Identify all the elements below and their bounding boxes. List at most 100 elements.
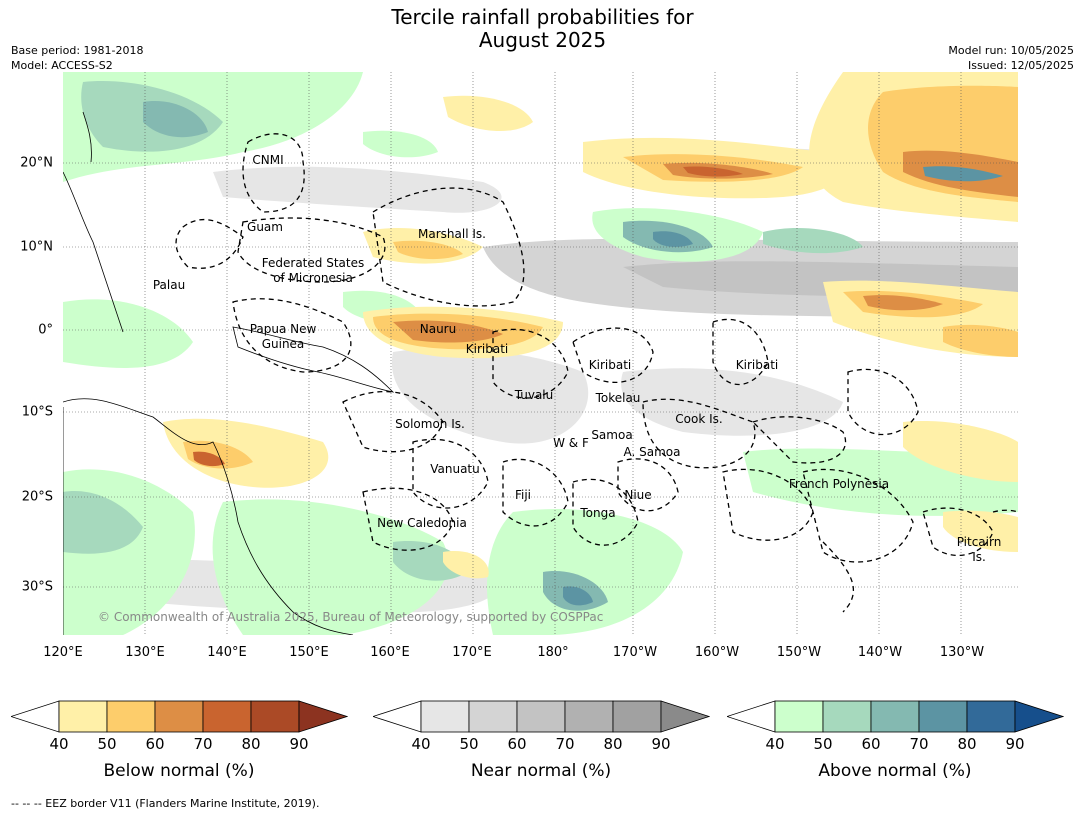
cb-tick: 90	[289, 735, 309, 753]
title-line-1: Tercile rainfall probabilities for	[391, 5, 694, 29]
cb-tick: 70	[555, 735, 575, 753]
colorbar-extend-low	[11, 700, 60, 733]
colorbar-extend-low	[727, 700, 776, 733]
label-kiribati-central: Kiribati	[589, 358, 631, 372]
label-pitcairn-1: Pitcairn	[957, 535, 1002, 549]
label-samoa: Samoa	[591, 428, 632, 442]
region-labels: CNMI Guam Marshall Is. Federated States …	[153, 153, 1001, 564]
lon-tick: 160°E	[370, 645, 410, 660]
model-name: Model: ACCESS-S2	[11, 59, 113, 72]
label-png-2: Guinea	[262, 337, 305, 351]
label-solomon: Solomon Is.	[395, 417, 465, 431]
label-new-caledonia: New Caledonia	[377, 516, 467, 530]
label-american-samoa: A. Samoa	[624, 445, 681, 459]
colorbar-bin	[612, 700, 662, 733]
cb-tick: 70	[193, 735, 213, 753]
lon-tick: 140°W	[857, 645, 903, 660]
colorbar-bin	[106, 700, 156, 733]
colorbar-bin	[516, 700, 566, 733]
eez-footnote: -- -- -- EEZ border V11 (Flanders Marine…	[11, 797, 320, 810]
lon-tick: 170°W	[612, 645, 658, 660]
colorbar-near-label: Near normal (%)	[470, 761, 612, 781]
cb-tick: 80	[603, 735, 623, 753]
lon-tick: 140°E	[207, 645, 247, 660]
label-fiji: Fiji	[515, 488, 531, 502]
copyright-notice: © Commonwealth of Australia 2025, Bureau…	[98, 610, 603, 624]
graticule	[63, 72, 1018, 635]
colorbar-extend-high	[660, 700, 710, 733]
colorbar-extend-low	[373, 700, 422, 733]
lon-tick: 130°W	[939, 645, 985, 660]
label-kiribati-east: Kiribati	[736, 358, 778, 372]
cb-tick: 60	[145, 735, 165, 753]
label-nauru: Nauru	[420, 322, 456, 336]
cb-tick: 40	[49, 735, 69, 753]
colorbar-bin	[870, 700, 920, 733]
colorbar-bin	[822, 700, 872, 733]
colorbar-bin	[154, 700, 204, 733]
label-tokelau: Tokelau	[595, 391, 641, 405]
label-niue: Niue	[624, 488, 651, 502]
cb-tick: 80	[241, 735, 261, 753]
label-cook: Cook Is.	[675, 412, 722, 426]
colorbar-bin	[774, 700, 824, 733]
lon-tick: 150°W	[776, 645, 822, 660]
cb-tick: 40	[411, 735, 431, 753]
colorbar-above-normal	[727, 700, 1064, 733]
lat-tick: 10°N	[20, 239, 53, 255]
lon-tick: 150°E	[289, 645, 329, 660]
colorbar-below-normal	[11, 700, 348, 733]
label-png-1: Papua New	[250, 322, 317, 336]
meta-left: Base period: 1981-2018 Model: ACCESS-S2	[11, 43, 143, 73]
label-kiribati-west: Kiribati	[466, 342, 508, 356]
eez-borders	[175, 133, 1018, 613]
meta-right: Model run: 10/05/2025 Issued: 12/05/2025	[948, 43, 1074, 73]
model-run: Model run: 10/05/2025	[948, 44, 1074, 57]
lat-tick: 30°S	[21, 579, 53, 595]
colorbar-bin	[918, 700, 968, 733]
cb-tick: 70	[909, 735, 929, 753]
label-french-polynesia: French Polynesia	[789, 477, 889, 491]
colorbar-bin	[420, 700, 470, 733]
colorbar-bin	[468, 700, 518, 733]
colorbar-bin	[564, 700, 614, 733]
label-pitcairn-2: Is.	[972, 550, 986, 564]
colorbar-extend-high	[298, 700, 348, 733]
colorbar-bin	[966, 700, 1016, 733]
lon-tick: 180°	[537, 645, 569, 660]
colorbar-bin	[202, 700, 252, 733]
rainfall-map: CNMI Guam Marshall Is. Federated States …	[63, 72, 1018, 635]
lon-tick: 130°E	[125, 645, 165, 660]
lat-tick: 10°S	[21, 404, 53, 420]
lon-tick: 170°E	[452, 645, 492, 660]
lon-tick: 120°E	[43, 645, 83, 660]
label-palau: Palau	[153, 278, 185, 292]
cb-tick: 60	[861, 735, 881, 753]
cb-tick: 50	[813, 735, 833, 753]
base-period: Base period: 1981-2018	[11, 44, 144, 57]
lat-tick: 0°	[38, 322, 53, 338]
cb-tick: 80	[957, 735, 977, 753]
label-cnmi: CNMI	[252, 153, 283, 167]
colorbar-above-label: Above normal (%)	[818, 761, 972, 781]
colorbar-near-normal	[373, 700, 710, 733]
cb-tick: 90	[1005, 735, 1025, 753]
label-tonga: Tonga	[579, 506, 615, 520]
label-marshall: Marshall Is.	[418, 227, 486, 241]
map-title: Tercile rainfall probabilities for Augus…	[0, 6, 1085, 52]
colorbar-extend-high	[1014, 700, 1064, 733]
cb-tick: 60	[507, 735, 527, 753]
lon-tick: 160°W	[694, 645, 740, 660]
lat-tick: 20°N	[20, 155, 53, 171]
coastlines	[63, 111, 395, 635]
colorbar-bin	[250, 700, 300, 733]
label-guam: Guam	[247, 220, 283, 234]
cb-tick: 40	[765, 735, 785, 753]
label-wallis-futuna: W & F	[553, 436, 589, 450]
label-fsm-2: of Micronesia	[273, 271, 353, 285]
cb-tick: 50	[97, 735, 117, 753]
lat-tick: 20°S	[21, 489, 53, 505]
label-vanuatu: Vanuatu	[430, 462, 480, 476]
label-tuvalu: Tuvalu	[514, 388, 554, 402]
title-line-2: August 2025	[478, 28, 607, 52]
